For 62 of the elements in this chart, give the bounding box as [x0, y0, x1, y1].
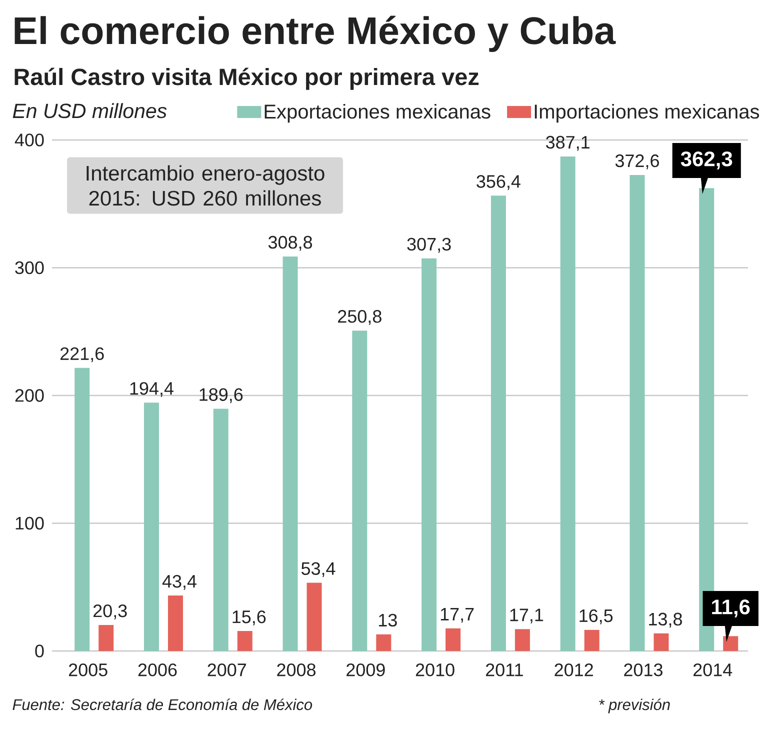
bar	[654, 633, 669, 651]
x-tick-label: 2007	[208, 664, 246, 676]
text: * previsión	[599, 698, 670, 714]
legend-label: Importaciones mexicanas	[534, 104, 760, 123]
data-label: 17,1	[510, 608, 544, 624]
bar	[352, 330, 368, 651]
data-label: 53,4	[301, 562, 336, 578]
data-label: 250,8	[338, 310, 382, 325]
x-tick-label: 2011	[486, 664, 523, 676]
bar	[144, 402, 159, 651]
bar	[237, 631, 252, 651]
bar	[514, 629, 530, 651]
bar	[74, 368, 90, 651]
data-label: 20,3	[93, 604, 127, 620]
bar	[306, 582, 322, 651]
data-label: 194,4	[130, 382, 174, 397]
annotation: Intercambio enero-agosto 2015: USD 260 millones	[86, 165, 324, 206]
data-label: 308,8	[268, 236, 312, 251]
data-label: 307,3	[407, 238, 451, 253]
x-tick-label: 2013	[624, 664, 662, 676]
bar	[376, 634, 392, 651]
legend-label: Exportaciones mexicanas	[264, 104, 490, 123]
data-label: 17,7	[440, 608, 474, 623]
data-label: 387,1	[546, 136, 590, 151]
source-note: Fuente: Secretaría de Economía de México	[12, 698, 312, 710]
chart-title: El comercio entre México y Cuba	[14, 16, 616, 52]
data-label: 15,6	[232, 610, 266, 626]
bar	[490, 196, 506, 651]
x-tick-label: 2014	[694, 664, 732, 676]
data-label: 362,3	[680, 151, 732, 170]
bar	[422, 258, 437, 651]
y-tick-label: 100	[16, 516, 44, 530]
x-tick-label: 2006	[138, 664, 177, 676]
data-label: 43,4	[162, 574, 196, 590]
x-tick-label: 2005	[68, 664, 108, 676]
data-label: 16,5	[580, 609, 613, 624]
x-tick-label: 2008	[277, 664, 316, 676]
data-label: 11,6	[712, 600, 750, 618]
x-tick-label: 2012	[554, 664, 593, 676]
y-tick-label: 200	[15, 389, 44, 402]
x-tick-label: 2009	[346, 664, 385, 676]
data-label: 372,6	[615, 154, 659, 170]
bar	[584, 630, 600, 651]
bar	[282, 256, 298, 651]
data-label: 356,4	[476, 175, 520, 190]
bar	[560, 156, 576, 651]
data-label: 13,8	[649, 612, 682, 628]
y-tick-label: 300	[15, 261, 44, 274]
bar	[98, 625, 114, 651]
y-tick-label: 0	[35, 644, 44, 658]
y-axis-title: En USD millones	[12, 103, 167, 118]
data-label: 221,6	[60, 347, 104, 362]
bar	[630, 174, 645, 651]
x-tick-label: 2010	[416, 664, 454, 676]
data-label: 13	[379, 614, 397, 627]
y-tick-label: 400	[14, 134, 44, 146]
data-label: 189,6	[200, 388, 243, 404]
bar	[723, 636, 738, 651]
bar	[213, 408, 228, 651]
bar	[446, 628, 461, 651]
bar	[168, 596, 183, 651]
chart-subtitle: Raúl Castro visita México por primera vez	[14, 68, 479, 90]
